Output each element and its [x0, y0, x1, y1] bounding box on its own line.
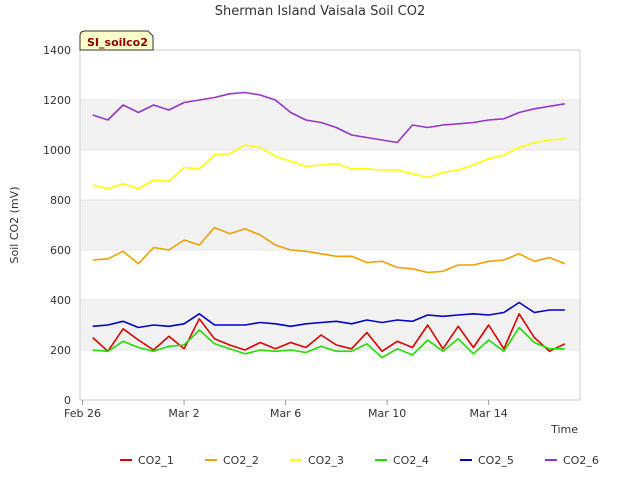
- y-tick-label: 1000: [43, 144, 71, 157]
- series-line-co2-4: [92, 326, 565, 359]
- series-line-co2-5: [92, 301, 565, 329]
- y-axis-label: Soil CO2 (mV): [8, 187, 21, 264]
- legend: CO2_1 CO2_2 CO2_3 CO2_4 CO2_5 CO2_6: [120, 454, 599, 467]
- legend-label-co2-2: CO2_2: [223, 454, 259, 467]
- grid-band: [80, 150, 580, 200]
- legend-label-co2-3: CO2_3: [308, 454, 344, 467]
- x-tick-label: Feb 26: [64, 407, 101, 420]
- grid-band: [80, 50, 580, 100]
- y-tick-label: 600: [50, 244, 71, 257]
- plot-background: [80, 49, 580, 401]
- x-tick-label: Mar 14: [470, 407, 508, 420]
- x-tick-label: Mar 10: [368, 407, 406, 420]
- y-tick-label: 1200: [43, 94, 71, 107]
- y-tick-label: 400: [50, 294, 71, 307]
- badge-label: SI_soilco2: [87, 36, 148, 49]
- x-tick-label: Mar 2: [168, 407, 199, 420]
- chart-title: Sherman Island Vaisala Soil CO2: [215, 4, 425, 19]
- y-tick-label: 200: [50, 344, 71, 357]
- series-lines: [92, 91, 566, 359]
- y-tick-label: 0: [64, 394, 71, 407]
- badge-shape: [79, 30, 154, 51]
- series-line-co2-1: [92, 312, 566, 353]
- legend-label-co2-4: CO2_4: [393, 454, 429, 467]
- grid-band: [80, 200, 580, 250]
- x-axis: Feb 26 Mar 2 Mar 6 Mar 10 Mar 14: [64, 400, 508, 420]
- plot-frame: [79, 49, 581, 401]
- grid-band: [80, 350, 580, 400]
- legend-label-co2-6: CO2_6: [563, 454, 599, 467]
- grid-band: [80, 250, 580, 300]
- y-axis: 0 200 400 600 800 1000 1200 1400: [43, 44, 71, 407]
- legend-label-co2-5: CO2_5: [478, 454, 514, 467]
- x-axis-label: Time: [550, 423, 578, 436]
- series-line-co2-6: [92, 91, 565, 144]
- y-tick-label: 800: [50, 194, 71, 207]
- x-tick-label: Mar 6: [270, 407, 301, 420]
- legend-label-co2-1: CO2_1: [138, 454, 174, 467]
- station-badge: SI_soilco2: [79, 30, 154, 51]
- series-line-co2-3: [92, 138, 565, 190]
- y-tick-label: 1400: [43, 44, 71, 57]
- series-line-co2-2: [92, 226, 566, 274]
